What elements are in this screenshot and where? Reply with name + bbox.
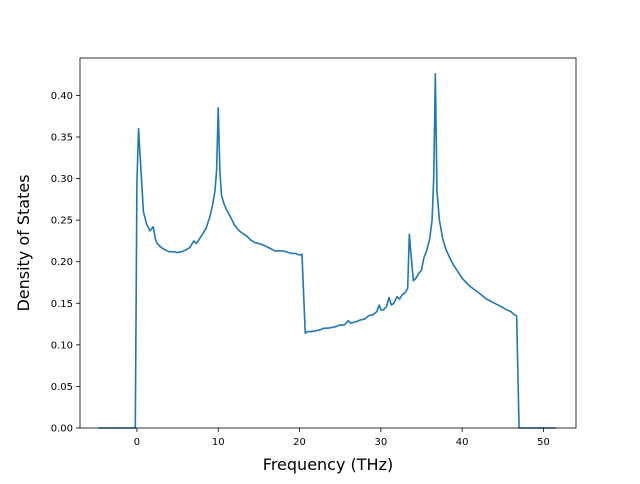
x-tick-label: 50: [537, 437, 550, 448]
x-tick-label: 10: [212, 437, 225, 448]
y-tick-label: 0.00: [51, 424, 73, 435]
y-tick-label: 0.40: [51, 91, 73, 102]
x-tick-label: 0: [134, 437, 140, 448]
y-tick-label: 0.05: [51, 382, 73, 393]
y-tick-label: 0.25: [51, 216, 73, 227]
x-axis-ticks: 0 10 20 30 40 50: [134, 428, 550, 448]
axes-frame: [79, 57, 577, 429]
y-tick-label: 0.20: [51, 257, 73, 268]
y-tick-label: 0.35: [51, 132, 73, 143]
y-tick-label: 0.10: [51, 340, 73, 351]
series-line-0: [98, 73, 556, 429]
y-axis-label: Density of States: [14, 174, 33, 311]
x-tick-label: 40: [456, 437, 469, 448]
plot-area: [98, 73, 556, 429]
x-tick-label: 30: [374, 437, 387, 448]
x-tick-label: 20: [293, 437, 306, 448]
y-axis-ticks: 0.00 0.05 0.10 0.15 0.20 0.25 0.30 0.35 0.40: [51, 91, 80, 435]
x-axis-label: Frequency (THz): [263, 455, 393, 474]
y-tick-label: 0.30: [51, 174, 73, 185]
y-tick-label: 0.15: [51, 299, 73, 310]
